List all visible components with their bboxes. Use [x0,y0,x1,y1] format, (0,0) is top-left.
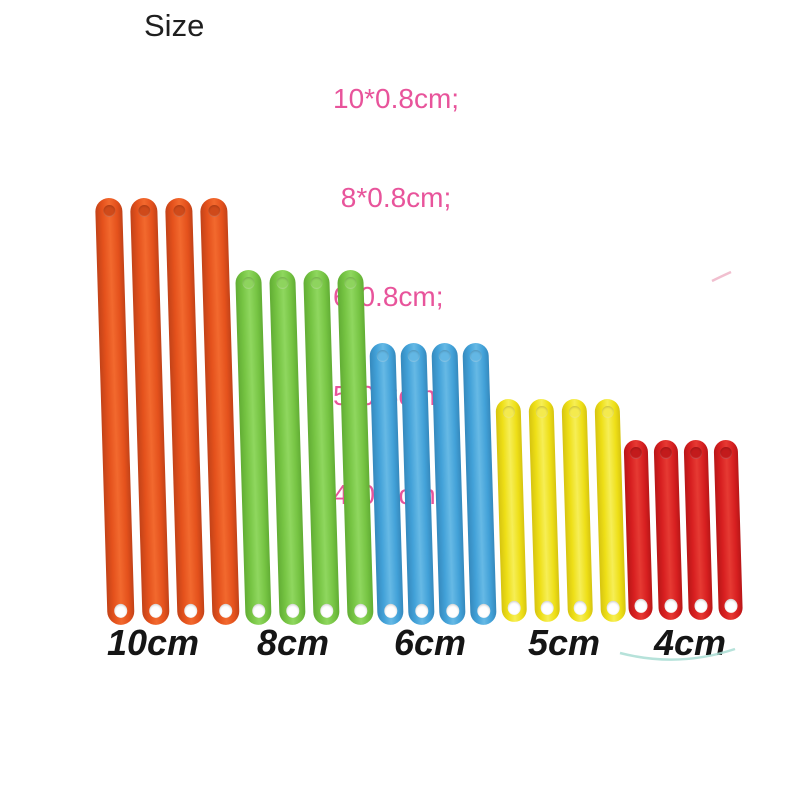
strip-group-6cm [369,342,497,626]
strip-8cm [269,269,306,626]
size-title: Size [144,8,205,43]
strip-5cm [594,398,627,623]
strip-4cm [683,439,713,621]
strip-4cm [623,439,653,621]
length-label-10cm: 10cm [106,622,200,663]
strip-10cm [164,197,205,626]
strip-10cm [129,197,170,626]
strip-6cm [369,342,404,626]
strip-6cm [462,342,497,626]
strip-4cm [713,439,743,621]
strip-6cm [400,342,435,626]
strip-8cm [235,269,272,626]
strip-4cm [653,439,683,621]
strip-group-4cm [623,439,743,621]
strip-6cm [431,342,466,626]
strip-group-10cm [94,197,240,626]
strip-8cm [303,269,340,626]
strip-group-8cm [235,269,374,626]
strip-5cm [528,398,561,623]
length-label-4cm: 4cm [653,622,727,663]
strip-5cm [495,398,528,623]
strip-group-5cm [495,398,627,623]
strip-10cm [199,197,240,626]
strip-10cm [94,197,135,626]
length-label-6cm: 6cm [393,622,467,663]
size-spec-line: 8*0.8cm; [333,182,452,213]
pink-artifact-mark [711,270,732,283]
size-spec-line: 10*0.8cm; [333,83,460,114]
length-label-5cm: 5cm [527,622,601,663]
length-label-8cm: 8cm [256,622,330,663]
strip-5cm [561,398,594,623]
